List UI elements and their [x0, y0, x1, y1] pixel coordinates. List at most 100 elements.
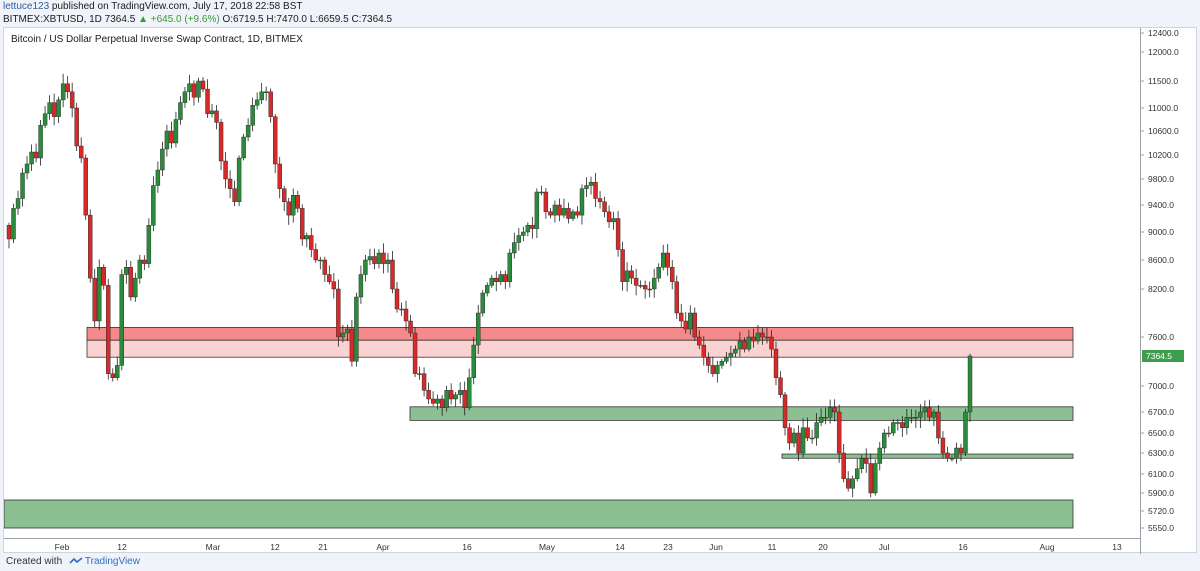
candle-body [38, 125, 43, 159]
candle [430, 391, 436, 406]
candle-body [615, 218, 621, 250]
candle-body [227, 178, 233, 189]
candle [137, 254, 143, 284]
candle-body [679, 312, 684, 322]
y-tick-label: 6500.0 [1148, 428, 1174, 438]
candle [922, 400, 928, 420]
candle [119, 269, 124, 371]
candle-body [372, 256, 377, 264]
candle-body [661, 252, 666, 268]
candle [78, 137, 84, 163]
x-tick-label: 16 [958, 542, 968, 552]
candle-body [850, 478, 855, 489]
tradingview-brand[interactable]: TradingView [84, 556, 140, 567]
candle-body [688, 312, 693, 330]
candle-body [900, 422, 905, 428]
candle [245, 118, 251, 142]
candle [367, 248, 373, 266]
candle [282, 186, 287, 212]
candle-body [340, 332, 346, 338]
candle [697, 330, 702, 350]
author-link[interactable]: lettuce123 [3, 1, 50, 12]
candle [850, 475, 855, 498]
candle-body [272, 116, 278, 165]
candle-body [670, 267, 675, 282]
candle [349, 320, 355, 367]
candle-body [624, 270, 630, 282]
candle [268, 88, 273, 123]
candle [471, 337, 476, 385]
y-tick-label: 6100.0 [1148, 469, 1174, 479]
candle [827, 399, 833, 424]
candle [683, 311, 688, 334]
candlestick-chart[interactable]: 12400.0 12000.0 11500.0 11000.0 10600.0 10200… [4, 28, 1198, 554]
published-text: published on TradingView.com, July 17, 2… [49, 1, 303, 12]
candle-body [742, 340, 747, 350]
candle-body [385, 259, 391, 264]
x-tick-label: 16 [462, 542, 472, 552]
candle [967, 353, 973, 422]
candle-body [65, 83, 70, 93]
resistance-zone [86, 326, 1074, 341]
y-tick-label: 12000.0 [1148, 47, 1179, 57]
candle-body [286, 201, 291, 216]
candle-body [706, 356, 711, 366]
candle-body [954, 447, 959, 459]
candle-body [823, 417, 828, 419]
candle [760, 328, 765, 345]
candle [15, 190, 21, 215]
candle [642, 280, 648, 299]
candle-body [232, 188, 237, 202]
candle [56, 96, 61, 123]
candle [755, 325, 761, 345]
candle [710, 356, 716, 377]
candle [74, 102, 79, 151]
x-tick-label: 11 [768, 542, 777, 552]
candle-body [376, 252, 382, 264]
candle [263, 86, 269, 101]
candle-body [476, 312, 481, 346]
candle-body [169, 130, 174, 144]
candle [376, 249, 382, 269]
candle [101, 264, 106, 290]
candle [110, 368, 115, 382]
candle-body [873, 463, 878, 494]
candle-body [836, 411, 842, 454]
candle [611, 211, 616, 230]
candle [931, 409, 937, 427]
candle [891, 419, 896, 436]
candle [421, 367, 427, 397]
candle-body [462, 390, 467, 408]
candle [345, 324, 350, 341]
chart-panel[interactable]: 12400.0 12000.0 11500.0 11000.0 10600.0 10200… [3, 27, 1198, 554]
candle [557, 198, 562, 222]
candle [661, 244, 666, 271]
symbol-line: BITMEX:XBTUSD, 1D 7364.5 [3, 14, 136, 25]
resistance-zone-lower [86, 339, 1074, 358]
candle-body [579, 188, 585, 216]
candle-body [101, 267, 106, 286]
candle-body [958, 447, 964, 454]
candle [151, 176, 156, 232]
candle [516, 228, 522, 251]
x-tick-label: May [539, 542, 556, 552]
candle [363, 255, 368, 282]
candle [209, 103, 215, 118]
created-with-label: Created with [6, 556, 63, 567]
candle [629, 265, 634, 285]
candle [904, 408, 910, 435]
candle-body [498, 274, 503, 282]
candle [340, 324, 346, 343]
candle-body [381, 252, 386, 264]
candle-body [818, 417, 824, 423]
candle [782, 391, 788, 436]
candle [173, 111, 179, 148]
candle-body [521, 231, 526, 236]
candle-body [570, 211, 576, 219]
candle [476, 304, 481, 355]
candle [97, 259, 102, 331]
candle-body [182, 91, 188, 103]
candle [746, 329, 752, 352]
candle [886, 426, 891, 438]
candle-body [737, 340, 743, 350]
